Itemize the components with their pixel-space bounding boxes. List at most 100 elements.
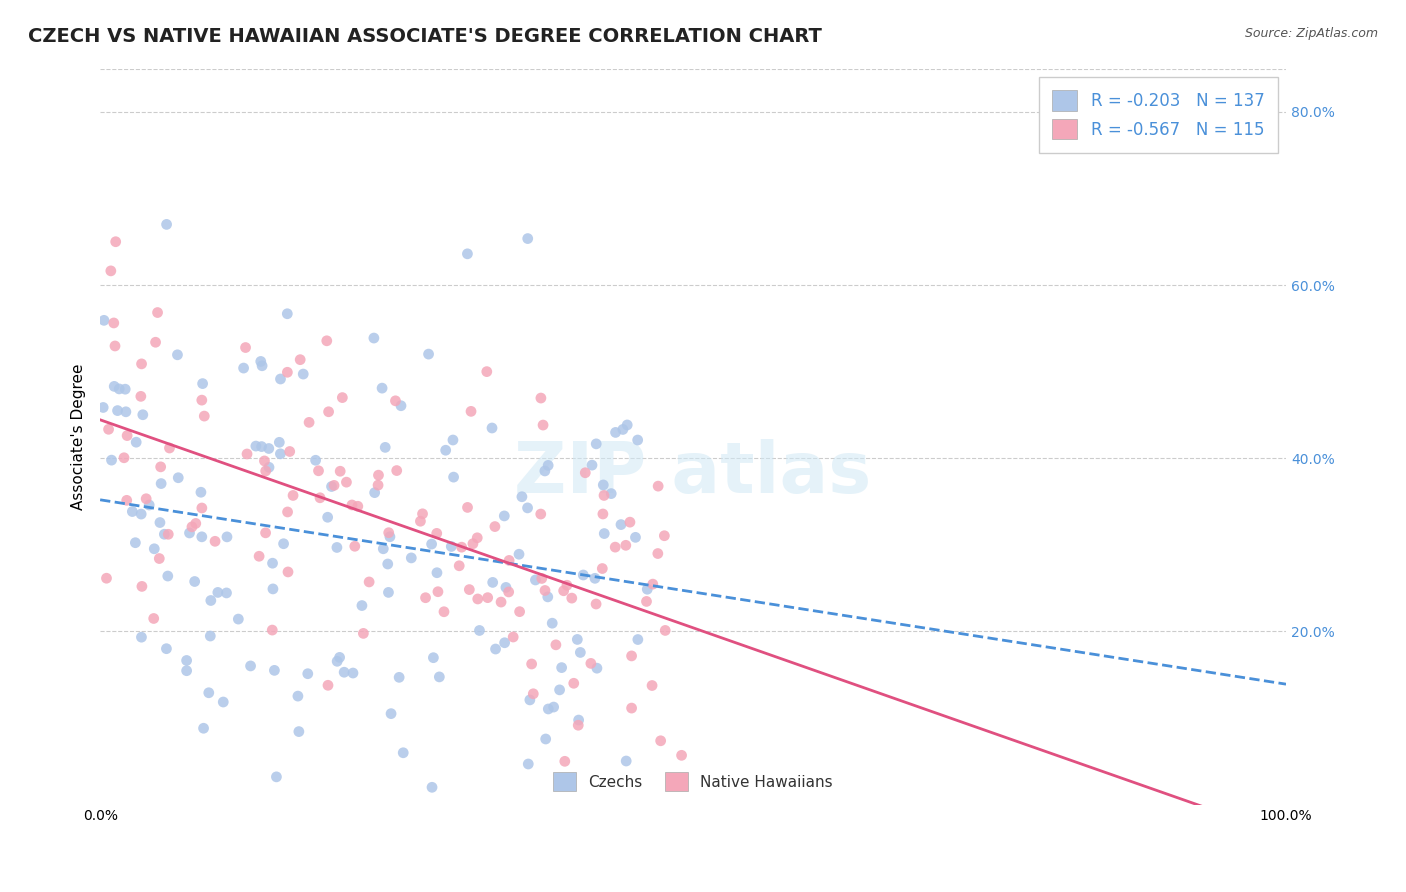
Point: [262, 556, 284, 570]
Point: [530, 391, 553, 405]
Point: [508, 547, 530, 561]
Point: [388, 670, 411, 684]
Point: [277, 565, 299, 579]
Point: [326, 654, 349, 668]
Point: [100, 453, 122, 467]
Point: [107, 403, 129, 417]
Point: [516, 500, 538, 515]
Point: [91, 401, 114, 415]
Point: [412, 507, 434, 521]
Point: [254, 464, 277, 478]
Point: [433, 605, 456, 619]
Point: [620, 648, 643, 663]
Point: [401, 550, 423, 565]
Point: [236, 447, 259, 461]
Point: [458, 582, 481, 597]
Point: [534, 731, 557, 746]
Point: [190, 485, 212, 500]
Point: [569, 645, 592, 659]
Point: [156, 569, 179, 583]
Point: [103, 316, 125, 330]
Point: [132, 408, 155, 422]
Point: [481, 575, 503, 590]
Point: [363, 485, 385, 500]
Point: [155, 218, 177, 232]
Point: [212, 695, 235, 709]
Point: [385, 464, 408, 478]
Point: [572, 568, 595, 582]
Point: [389, 399, 412, 413]
Point: [326, 541, 349, 555]
Point: [647, 547, 669, 561]
Point: [316, 678, 339, 692]
Point: [498, 553, 520, 567]
Point: [315, 334, 337, 348]
Point: [384, 393, 406, 408]
Point: [581, 458, 603, 472]
Point: [567, 718, 589, 732]
Point: [592, 507, 614, 521]
Point: [624, 530, 647, 544]
Point: [131, 579, 153, 593]
Point: [228, 612, 250, 626]
Point: [477, 591, 499, 605]
Point: [494, 636, 516, 650]
Point: [450, 540, 472, 554]
Point: [650, 733, 672, 747]
Point: [530, 571, 553, 585]
Point: [612, 422, 634, 436]
Point: [460, 404, 482, 418]
Point: [441, 433, 464, 447]
Point: [148, 551, 170, 566]
Point: [200, 629, 222, 643]
Point: [215, 530, 238, 544]
Point: [554, 754, 576, 768]
Point: [323, 478, 346, 492]
Point: [579, 657, 602, 671]
Point: [494, 508, 516, 523]
Point: [215, 586, 238, 600]
Point: [367, 478, 389, 492]
Point: [191, 376, 214, 391]
Point: [484, 642, 506, 657]
Text: Source: ZipAtlas.com: Source: ZipAtlas.com: [1244, 27, 1378, 40]
Point: [247, 549, 270, 564]
Point: [114, 382, 136, 396]
Point: [585, 437, 607, 451]
Point: [585, 597, 607, 611]
Point: [509, 605, 531, 619]
Point: [112, 450, 135, 465]
Point: [426, 526, 449, 541]
Point: [100, 264, 122, 278]
Point: [263, 664, 285, 678]
Point: [269, 447, 291, 461]
Point: [115, 493, 138, 508]
Point: [593, 488, 616, 502]
Point: [434, 443, 457, 458]
Point: [517, 756, 540, 771]
Point: [610, 517, 633, 532]
Point: [484, 519, 506, 533]
Point: [104, 235, 127, 249]
Point: [131, 357, 153, 371]
Point: [426, 584, 449, 599]
Point: [308, 464, 330, 478]
Point: [184, 516, 207, 531]
Point: [461, 537, 484, 551]
Point: [342, 666, 364, 681]
Point: [555, 578, 578, 592]
Point: [121, 504, 143, 518]
Point: [541, 616, 564, 631]
Point: [346, 500, 368, 514]
Point: [193, 721, 215, 735]
Point: [420, 780, 443, 795]
Point: [443, 470, 465, 484]
Point: [96, 571, 118, 585]
Point: [537, 458, 560, 473]
Point: [330, 391, 353, 405]
Point: [467, 591, 489, 606]
Point: [586, 661, 609, 675]
Point: [191, 393, 214, 408]
Point: [329, 650, 352, 665]
Point: [600, 486, 623, 500]
